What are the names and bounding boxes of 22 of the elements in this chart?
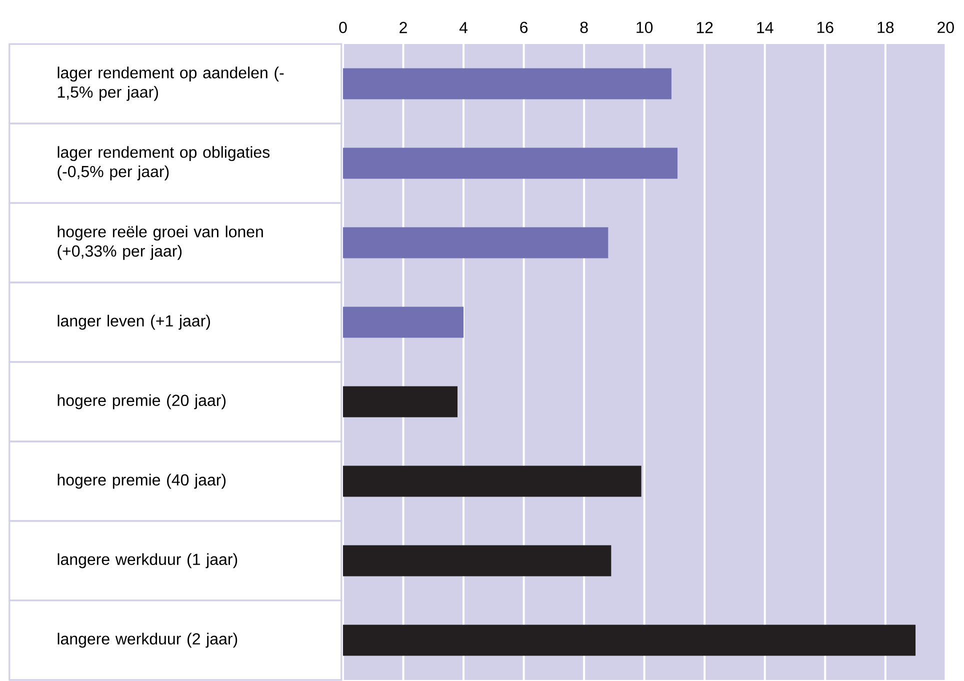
x-tick-label: 4 — [459, 22, 468, 34]
y-tick-label: hogere premie (40 jaar) — [58, 474, 226, 489]
x-tick-label: 14 — [757, 22, 774, 34]
bar — [342, 386, 458, 418]
x-tick-label: 16 — [817, 22, 834, 34]
bar — [342, 306, 464, 338]
y-tick-label: hogere reële groei van lonen (+0,33% per jaar) — [58, 226, 263, 260]
x-tick-label: 2 — [400, 22, 407, 34]
x-tick-label: 10 — [636, 22, 653, 34]
bar — [342, 624, 916, 656]
x-tick-label: 12 — [696, 22, 713, 34]
x-tick-label: 8 — [580, 22, 588, 34]
y-tick-label: langere werkduur (2 jaar) — [58, 632, 238, 648]
y-tick-label: lager rendement op aandelen (-1,5% per jaar) — [58, 66, 284, 101]
y-tick-label: langer leven (+1 jaar) — [58, 314, 210, 330]
y-tick-label: hogere premie (20 jaar) — [58, 394, 226, 410]
x-tick-label: 18 — [878, 22, 894, 34]
x-tick-label: 0 — [339, 22, 347, 34]
x-tick-label: 20 — [938, 22, 954, 34]
y-tick-label: langere werkduur (1 jaar) — [58, 553, 238, 568]
y-tick-label: lager rendement op obligaties (-0,5% per jaar) — [58, 146, 270, 180]
x-tick-label: 6 — [520, 22, 528, 34]
